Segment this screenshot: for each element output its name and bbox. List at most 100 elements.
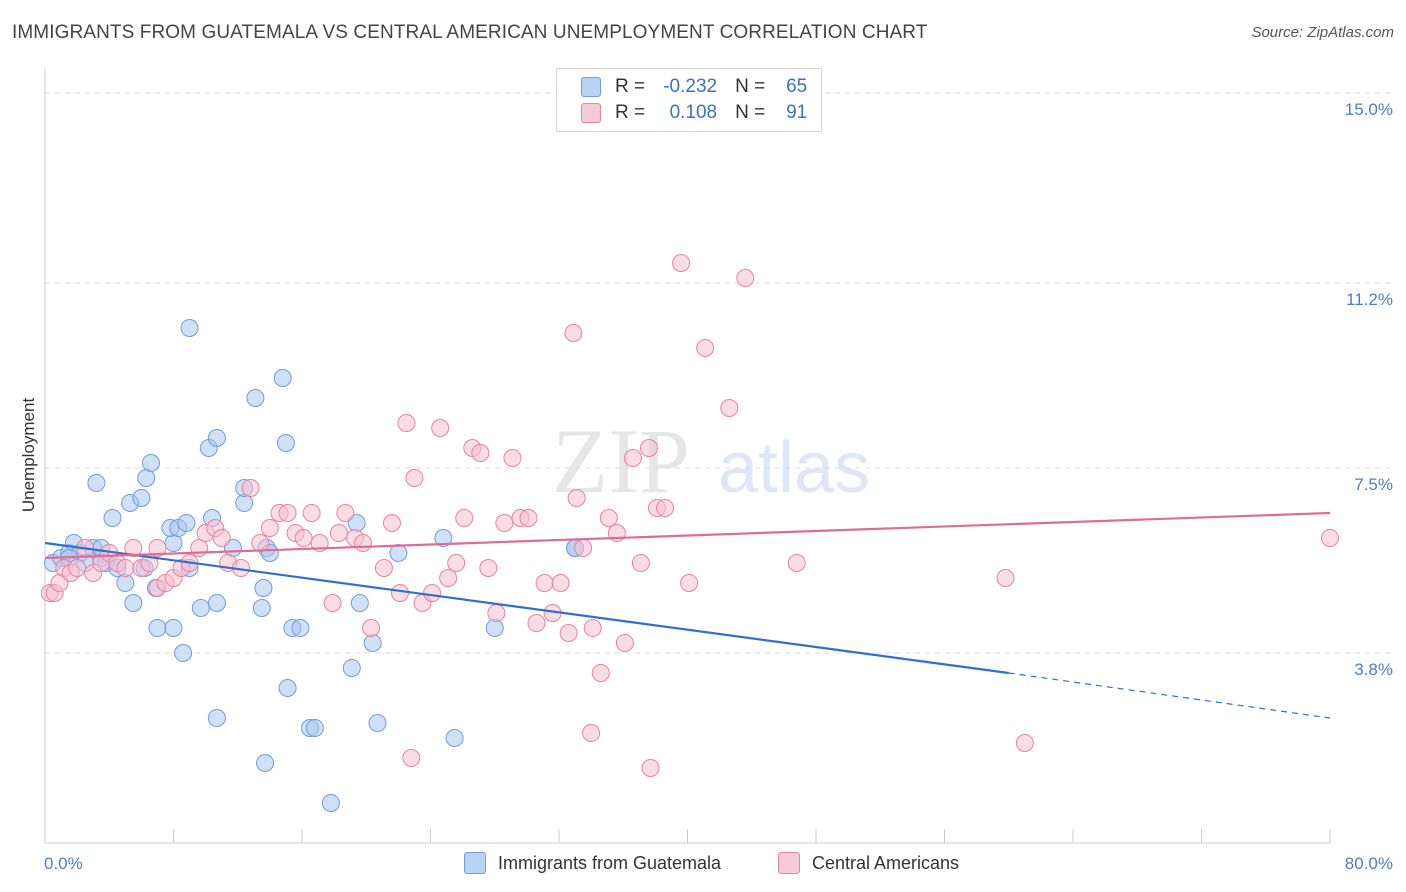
point-guatemala <box>350 594 369 612</box>
point-central-americans <box>329 524 348 542</box>
point-central-americans <box>374 559 393 577</box>
point-central-americans <box>639 439 658 457</box>
trend-line-guatemala <box>44 541 1009 675</box>
point-central-americans <box>294 529 313 547</box>
legend-swatch-guatemala <box>464 852 486 874</box>
point-central-americans <box>527 614 546 632</box>
point-central-americans <box>996 569 1015 587</box>
point-central-americans <box>787 554 806 572</box>
point-central-americans <box>68 559 87 577</box>
point-central-americans <box>354 534 373 552</box>
point-central-americans <box>599 509 618 527</box>
legend-item-guatemala[interactable]: Immigrants from Guatemala <box>464 852 721 874</box>
stats-swatch-central-americans <box>581 103 601 123</box>
tick-labels: 3.8% 7.5% 11.2% 15.0% 0.0% 80.0% <box>44 100 1393 873</box>
point-guatemala <box>252 599 271 617</box>
stats-r-label: R = <box>615 102 646 123</box>
point-central-americans <box>278 504 297 522</box>
point-central-americans <box>487 604 506 622</box>
axes <box>44 68 1331 844</box>
point-central-americans <box>439 569 458 587</box>
point-guatemala <box>485 619 504 637</box>
scatter-points <box>40 254 1339 812</box>
point-guatemala <box>291 619 310 637</box>
point-central-americans <box>564 324 583 342</box>
point-central-americans <box>696 339 715 357</box>
point-guatemala <box>445 729 464 747</box>
legend-item-central-americans[interactable]: Central Americans <box>778 852 959 874</box>
stats-n-value: 65 <box>786 76 808 97</box>
point-guatemala <box>207 429 226 447</box>
stats-r-value: 0.108 <box>669 102 718 123</box>
point-central-americans <box>447 554 466 572</box>
point-central-americans <box>479 559 498 577</box>
point-central-americans <box>190 539 209 557</box>
chart-title: IMMIGRANTS FROM GUATEMALA VS CENTRAL AME… <box>12 22 928 43</box>
point-central-americans <box>455 509 474 527</box>
point-guatemala <box>177 514 196 532</box>
point-central-americans <box>615 634 634 652</box>
point-guatemala <box>164 534 183 552</box>
point-central-americans <box>405 469 424 487</box>
point-central-americans <box>495 514 514 532</box>
point-central-americans <box>656 499 675 517</box>
point-central-americans <box>582 724 601 742</box>
point-central-americans <box>397 414 416 432</box>
point-guatemala <box>164 619 183 637</box>
point-guatemala <box>342 659 361 677</box>
point-guatemala <box>142 454 161 472</box>
point-central-americans <box>423 584 442 602</box>
point-central-americans <box>323 594 342 612</box>
point-central-americans <box>362 619 381 637</box>
point-central-americans <box>559 624 578 642</box>
point-central-americans <box>390 584 409 602</box>
source-label: Source: ZipAtlas.com <box>1251 24 1394 41</box>
legend: Immigrants from Guatemala Central Americ… <box>0 852 1406 876</box>
point-guatemala <box>116 574 135 592</box>
stats-r-label: R = <box>615 76 646 97</box>
point-central-americans <box>641 759 660 777</box>
point-central-americans <box>591 664 610 682</box>
point-central-americans <box>336 504 355 522</box>
point-central-americans <box>583 619 602 637</box>
point-central-americans <box>302 504 321 522</box>
point-central-americans <box>519 509 538 527</box>
stats-n-value: 91 <box>786 102 808 123</box>
x-tick-label-max: 80.0% <box>1345 854 1393 873</box>
point-central-americans <box>623 449 642 467</box>
point-central-americans <box>212 529 231 547</box>
point-central-americans <box>631 554 650 572</box>
legend-label-central-americans: Central Americans <box>812 852 960 873</box>
point-central-americans <box>1015 734 1034 752</box>
y-tick-label: 3.8% <box>1354 660 1393 679</box>
point-central-americans <box>124 539 143 557</box>
legend-label-guatemala: Immigrants from Guatemala <box>498 852 722 873</box>
point-guatemala <box>276 434 295 452</box>
point-guatemala <box>132 489 151 507</box>
point-central-americans <box>241 479 260 497</box>
trend-extension-guatemala <box>1008 672 1331 719</box>
point-central-americans <box>260 519 279 537</box>
x-tick-label-min: 0.0% <box>44 854 83 873</box>
point-guatemala <box>278 679 297 697</box>
y-tick-label: 15.0% <box>1345 100 1393 119</box>
point-guatemala <box>363 634 382 652</box>
point-guatemala <box>137 469 156 487</box>
point-guatemala <box>434 529 453 547</box>
point-guatemala <box>124 594 143 612</box>
point-central-americans <box>116 559 135 577</box>
point-central-americans <box>736 269 755 287</box>
y-tick-label: 11.2% <box>1346 290 1393 309</box>
point-guatemala <box>180 319 199 337</box>
stats-n-label: N = <box>735 76 766 97</box>
point-guatemala <box>174 644 193 662</box>
point-guatemala <box>305 719 324 737</box>
point-central-americans <box>402 749 421 767</box>
point-guatemala <box>246 389 265 407</box>
point-guatemala <box>207 709 226 727</box>
point-central-americans <box>471 444 490 462</box>
point-central-americans <box>680 574 699 592</box>
stats-r-value: -0.232 <box>663 76 718 97</box>
point-central-americans <box>1321 529 1339 547</box>
